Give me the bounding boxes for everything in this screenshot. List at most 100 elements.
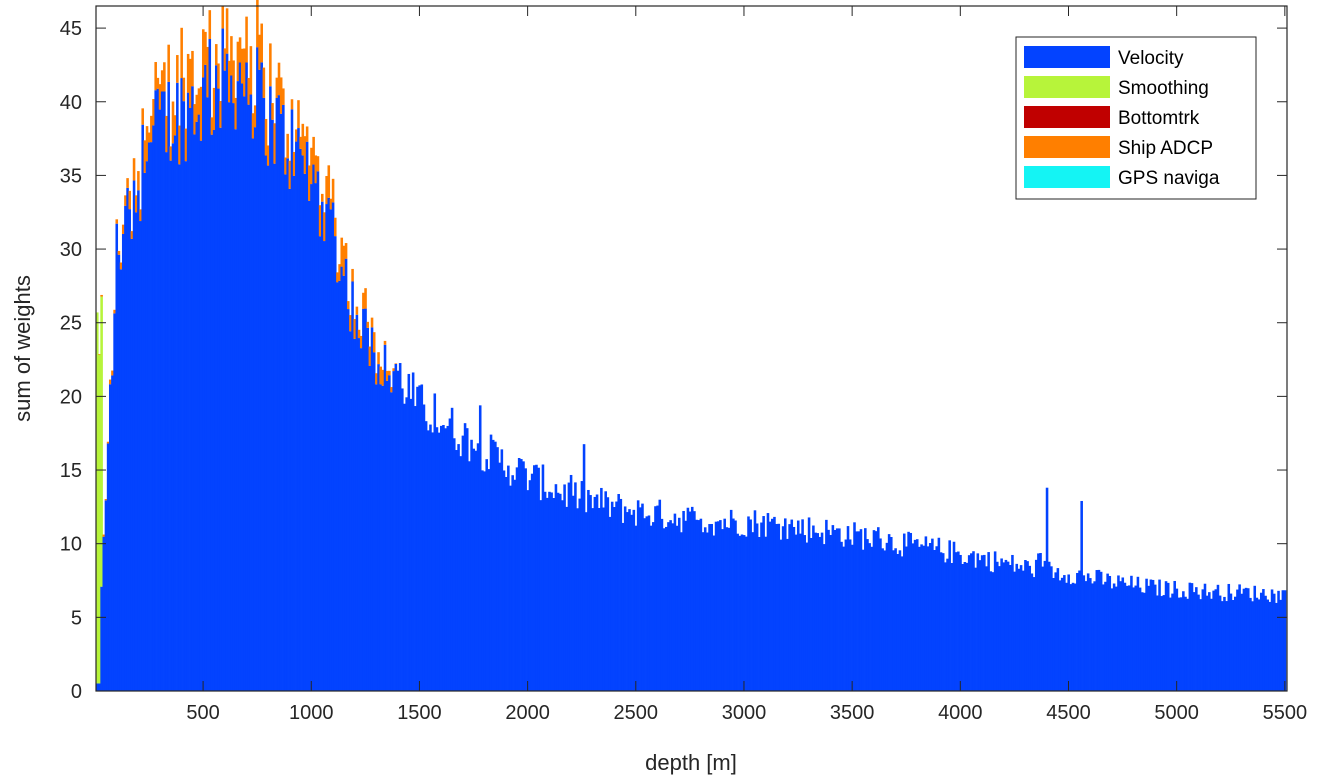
bar-velocity <box>292 175 296 691</box>
bar-velocity <box>652 522 655 691</box>
bar-ship-adcp <box>189 58 192 109</box>
bar-velocity <box>154 90 157 692</box>
bar-ship-adcp <box>204 31 207 65</box>
legend-swatch <box>1024 46 1110 68</box>
bar-velocity <box>569 474 573 691</box>
bar-velocity <box>461 435 465 691</box>
bar-ship-adcp <box>366 321 369 328</box>
bar-velocity <box>628 509 631 691</box>
bar-velocity <box>474 450 478 691</box>
bar-velocity <box>1257 599 1261 691</box>
bar-ship-adcp <box>152 99 155 126</box>
bar-velocity <box>855 531 858 691</box>
bar-velocity <box>764 536 768 691</box>
y-tick-label: 0 <box>71 681 82 703</box>
bar-velocity <box>626 512 629 691</box>
bar-velocity <box>619 498 623 691</box>
x-tick-label: 2500 <box>614 702 659 724</box>
bar-velocity <box>963 562 967 691</box>
bar-velocity <box>403 403 406 691</box>
bar-velocity <box>1143 592 1146 691</box>
bar-velocity <box>134 212 138 691</box>
bar-velocity <box>184 161 188 691</box>
bar-velocity <box>790 519 794 691</box>
bar-velocity <box>727 527 731 691</box>
bar-velocity <box>693 511 696 691</box>
bar-velocity <box>1233 596 1237 691</box>
bar-velocity <box>1203 583 1207 691</box>
bar-velocity <box>941 553 945 691</box>
bar-velocity <box>121 233 125 691</box>
bar-velocity <box>1253 585 1257 691</box>
bar-velocity <box>645 516 649 691</box>
x-tick-label: 3000 <box>722 702 767 724</box>
bar-velocity <box>340 266 344 691</box>
bar-velocity <box>266 165 270 692</box>
bar-velocity <box>907 531 910 691</box>
bar-velocity <box>1214 589 1218 691</box>
bar-velocity <box>1019 565 1023 691</box>
bar-velocity <box>1158 579 1161 691</box>
bar-velocity <box>1134 585 1138 691</box>
bar-velocity <box>398 363 402 691</box>
bar-velocity <box>1156 595 1159 691</box>
bar-velocity <box>1218 595 1222 691</box>
bar-velocity <box>890 537 893 691</box>
bar-velocity <box>494 441 497 691</box>
bar-velocity <box>1004 559 1008 691</box>
x-tick-label: 5000 <box>1154 702 1199 724</box>
bar-velocity <box>1104 581 1107 691</box>
bar-velocity <box>1221 601 1224 691</box>
bar-velocity <box>1173 580 1176 691</box>
bar-velocity <box>827 529 830 691</box>
bar-velocity <box>435 427 439 691</box>
bar-velocity <box>416 386 419 691</box>
bar-velocity <box>680 532 683 691</box>
bar-velocity <box>290 109 294 691</box>
bar-velocity <box>1199 599 1202 691</box>
bar-velocity <box>911 543 915 691</box>
bar-velocity <box>656 505 659 691</box>
bar-velocity <box>595 494 599 691</box>
bar-velocity <box>344 258 348 691</box>
bar-velocity <box>1190 583 1194 691</box>
bar-velocity <box>1262 589 1265 691</box>
bar-velocity <box>429 424 432 691</box>
bar-velocity <box>249 94 253 691</box>
bar-ship-adcp <box>279 77 283 114</box>
bar-velocity <box>753 510 757 691</box>
bar-velocity <box>160 91 164 691</box>
bar-velocity <box>641 503 644 691</box>
bar-velocity <box>669 520 672 691</box>
bar-velocity <box>809 537 813 691</box>
bar-velocity <box>427 430 430 691</box>
bar-velocity <box>424 421 428 691</box>
legend-label: Velocity <box>1118 48 1184 69</box>
bar-ship-adcp <box>180 27 183 79</box>
bar-velocity <box>550 492 553 691</box>
bar-velocity <box>703 527 707 691</box>
bar-velocity <box>100 586 103 691</box>
bar-velocity <box>740 534 744 691</box>
bar-velocity <box>256 47 259 691</box>
bar-velocity <box>712 535 716 691</box>
bar-ship-adcp <box>249 46 253 95</box>
bar-velocity <box>777 523 781 691</box>
bar-velocity <box>279 113 283 691</box>
bar-velocity <box>1115 586 1118 691</box>
bar-ship-adcp <box>362 292 365 309</box>
bar-velocity <box>913 539 917 691</box>
bar-velocity <box>1166 582 1170 691</box>
bar-velocity <box>714 521 718 691</box>
bar-smoothing <box>98 354 101 684</box>
bar-ship-adcp <box>104 499 108 501</box>
bar-velocity <box>775 523 778 691</box>
bar-velocity <box>370 327 374 691</box>
bar-velocity <box>747 516 750 691</box>
bar-velocity <box>952 541 956 691</box>
bar-ship-adcp <box>193 104 196 135</box>
bar-smoothing <box>96 312 99 684</box>
bar-velocity <box>312 164 315 692</box>
bar-velocity <box>1067 574 1070 691</box>
bar-velocity <box>388 375 391 691</box>
